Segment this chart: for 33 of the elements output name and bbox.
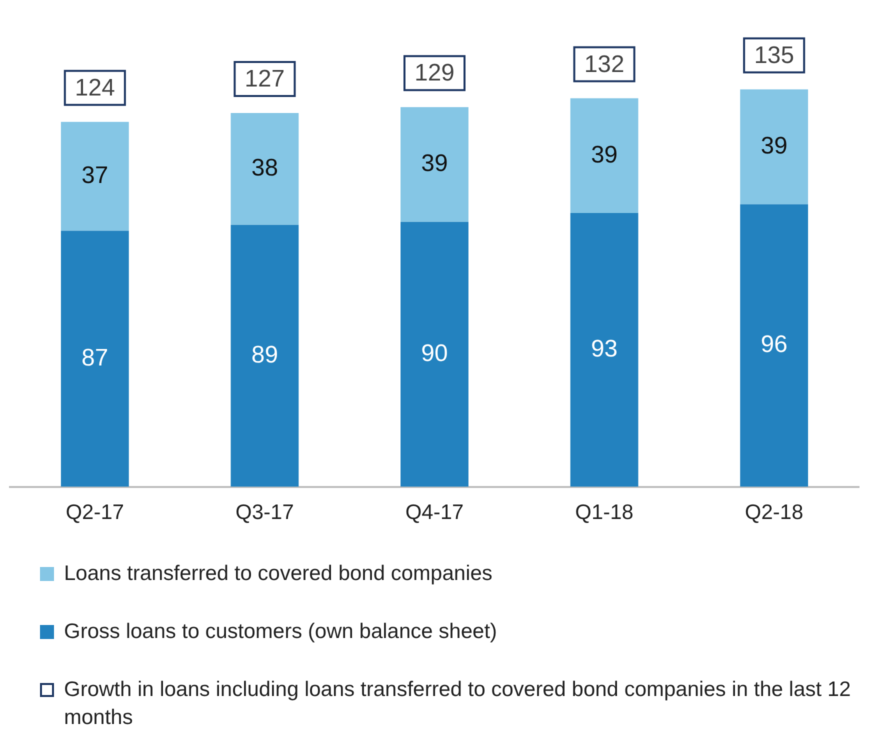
- data-label: 96: [760, 331, 788, 358]
- x-tick-label: Q2-17: [66, 501, 124, 524]
- legend-label: Gross loans to customers (own balance sheet): [64, 619, 498, 645]
- data-label: 87: [82, 344, 108, 372]
- text: Growth in loans including loans transferred to covered bond companies in the last 12 months: [64, 677, 852, 731]
- bar: [60, 230, 129, 487]
- bar: [60, 122, 129, 231]
- data-label: 37: [82, 162, 108, 189]
- total-label: 135: [754, 42, 794, 70]
- bar: [570, 98, 638, 214]
- x-tick-label: Q2-18: [744, 501, 804, 524]
- x-tick-label: Q3-17: [236, 501, 294, 524]
- x-tick-label: Q4-17: [405, 501, 464, 524]
- total-label: 129: [414, 60, 455, 87]
- bar: [570, 213, 638, 487]
- total-label: 127: [244, 66, 285, 93]
- data-label: 89: [251, 341, 278, 368]
- data-label: 39: [760, 132, 788, 160]
- bar: [740, 204, 808, 487]
- legend-label: Loans transferred to covered bond companies: [64, 561, 492, 587]
- x-tick-label: Q1-18: [575, 501, 634, 524]
- bar: [740, 89, 808, 204]
- total-label: 132: [584, 50, 624, 78]
- bar: [230, 112, 299, 225]
- data-label: 39: [421, 150, 448, 178]
- data-label: 38: [251, 154, 278, 182]
- bar: [400, 107, 468, 222]
- bar: [400, 222, 468, 487]
- data-label: 93: [590, 336, 618, 363]
- data-label: 39: [590, 141, 618, 168]
- bar: [230, 224, 299, 487]
- total-label: 124: [74, 74, 115, 102]
- data-label: 90: [421, 340, 448, 367]
